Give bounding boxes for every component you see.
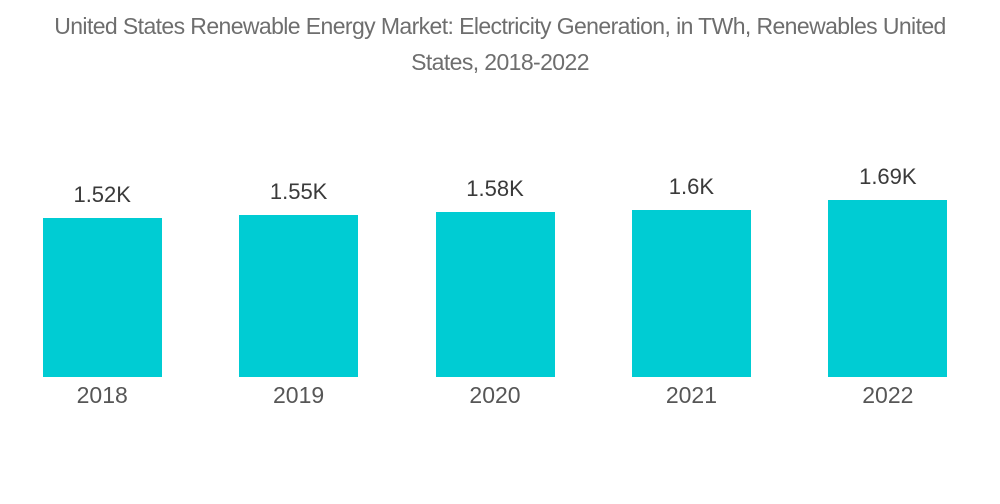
bar xyxy=(42,218,162,377)
bar-value-label: 1.6K xyxy=(668,174,715,199)
x-axis-label: 2022 xyxy=(862,382,914,408)
bar-value-label: 1.58K xyxy=(466,176,524,201)
x-axis-label: 2020 xyxy=(469,382,521,408)
bar-column-2019: 1.55K xyxy=(200,0,396,377)
bar xyxy=(239,215,359,377)
chart-title-line2: States, 2018-2022 xyxy=(411,49,589,75)
bar xyxy=(828,200,948,377)
bar-value-label: 1.55K xyxy=(269,179,328,204)
bar-value-label: 1.52K xyxy=(73,182,131,207)
bar-column-2022: 1.69K xyxy=(790,0,986,377)
x-axis-label: 2021 xyxy=(665,382,717,408)
x-axis-labels: 2018 2019 2020 2021 2022 xyxy=(4,382,986,409)
x-axis-label: 2019 xyxy=(273,382,325,408)
bar-column-2021: 1.6K xyxy=(593,0,789,377)
chart-title-line1: United States Renewable Energy Market: E… xyxy=(54,13,946,39)
bar-column-2018: 1.52K xyxy=(4,0,200,377)
bar xyxy=(435,212,555,377)
bar-column-2020: 1.58K xyxy=(397,0,593,377)
bar xyxy=(631,210,751,377)
plot-area: 1.52K 1.55K 1.58K 1.6K 1.69K xyxy=(4,0,986,377)
chart-title: United States Renewable Energy Market: E… xyxy=(0,8,1000,80)
bar-value-label: 1.69K xyxy=(859,164,917,189)
x-axis-label: 2018 xyxy=(76,382,128,408)
